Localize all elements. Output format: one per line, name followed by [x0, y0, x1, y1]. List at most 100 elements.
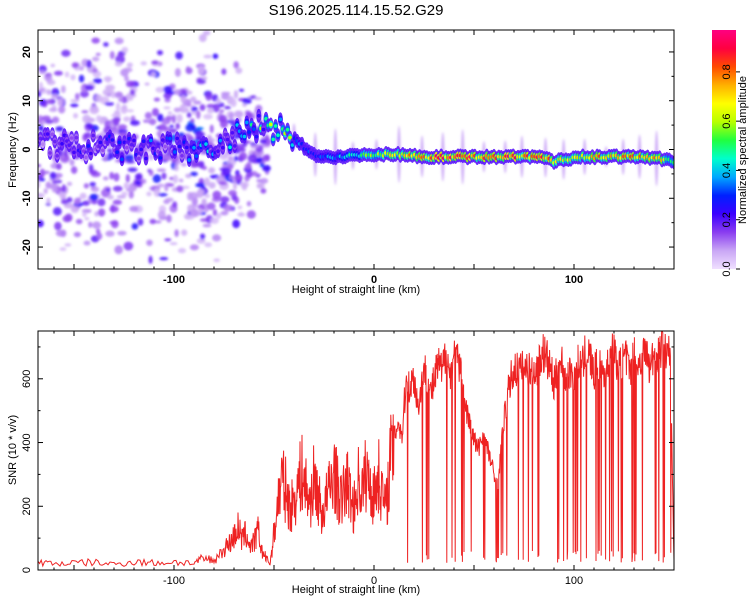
spectrogram-cell [80, 90, 89, 98]
spectrogram-cell [173, 107, 181, 113]
spectrogram-cell [106, 188, 111, 192]
spectrogram-cell [89, 181, 96, 187]
spectrogram-cell [159, 257, 169, 261]
spectrogram-cell [115, 150, 119, 154]
spectrogram-cell [228, 145, 232, 150]
spectrogram-cell [114, 245, 123, 255]
spectrogram-cell [111, 113, 122, 118]
spectrogram-cell [221, 145, 225, 150]
spectrogram-cell [247, 154, 257, 163]
spectrogram-x-axis: -100 0 100 [53, 30, 675, 286]
spectrogram-cell [229, 190, 236, 194]
spectrogram-cell [203, 113, 213, 120]
spectrogram-cell [151, 60, 159, 65]
spectrogram-cell [290, 143, 295, 147]
spectrogram-cell [45, 132, 50, 136]
spectrogram-cell [134, 173, 143, 181]
spectrogram-cell [185, 123, 195, 132]
spectrogram-cell [197, 208, 203, 215]
spectrogram-cell [52, 207, 62, 216]
spectrogram-cell [205, 91, 213, 101]
spectrogram-cell [259, 138, 267, 144]
spectrogram-cell [123, 67, 133, 73]
spectrogram-cell [172, 174, 179, 184]
spectrogram-cell [70, 166, 78, 174]
spectrogram-cell [135, 180, 142, 185]
spectrogram-cell [41, 142, 45, 146]
spectrogram-cell [73, 113, 78, 119]
spectrogram-cell [131, 223, 139, 230]
spectrogram-cell [60, 85, 66, 94]
spectrogram-cell [233, 155, 238, 162]
spectrogram-marks [38, 30, 674, 264]
spectrogram-cell [144, 111, 153, 120]
spectrogram-cell [163, 92, 172, 100]
snr-series-line [38, 331, 674, 568]
spectrogram-cell [148, 255, 153, 264]
spectrogram-cell [74, 135, 79, 140]
spectrogram-cell [174, 161, 180, 166]
colorbar-ramp [712, 30, 736, 269]
spectrogram-cell [157, 113, 164, 122]
spectrogram-cell [204, 177, 210, 187]
spectrogram-cell [212, 209, 218, 217]
spectrogram-cell [149, 138, 153, 143]
spectrogram-cell [123, 241, 134, 251]
spectrogram-cell [203, 54, 213, 59]
spectrogram-cell [64, 213, 73, 222]
x-tick-label: 0 [371, 575, 377, 587]
spectrogram-cell [285, 127, 290, 132]
spectrogram-cell [105, 230, 115, 237]
spectrogram-cell [158, 124, 167, 132]
spectrogram-cell [165, 115, 173, 121]
spectrogram-cell [60, 141, 64, 146]
spectrogram-cell [102, 88, 113, 96]
spectrogram-cell [70, 99, 80, 103]
spectrogram-cell [44, 170, 50, 175]
spectrogram-cell [224, 105, 232, 110]
spectrogram-cell [125, 160, 136, 164]
spectrogram-cell [88, 169, 98, 175]
spectrogram-cell [185, 66, 191, 74]
spectrogram-cell [175, 122, 181, 130]
spectrogram-cell [114, 37, 124, 45]
spectrogram-cell [189, 244, 199, 251]
snr-panel: -100 0 100 0 200 400 600 Height of straight l… [7, 330, 675, 596]
x-tick-label: -100 [163, 575, 185, 587]
spectrogram-cell [63, 202, 74, 209]
spectrogram-y-label: Frequency (Hz) [7, 112, 19, 188]
y-tick-label: 20 [21, 46, 33, 58]
spectrogram-cell [53, 70, 63, 76]
spectrogram-cell [126, 62, 133, 68]
snr-y-axis: 0 200 400 600 [21, 346, 674, 573]
spectrogram-cell [171, 115, 176, 124]
spectrogram-cell [228, 156, 234, 160]
spectrogram-cell [48, 107, 58, 113]
spectrogram-cell [128, 95, 134, 101]
spectrogram-cell [70, 205, 79, 214]
spectrogram-cell [202, 30, 211, 36]
spectrogram-cell [38, 219, 44, 228]
spectrogram-cell [42, 102, 48, 108]
spectrogram-cell [219, 196, 230, 203]
spectrogram-cell [109, 205, 119, 213]
spectrogram-cell [101, 148, 105, 153]
spectrogram-cell [221, 68, 227, 75]
y-tick-label: -10 [21, 190, 33, 206]
spectrogram-cell [155, 86, 165, 93]
spectrogram-cell [120, 157, 124, 162]
spectrogram-cell [178, 248, 187, 254]
spectrogram-cell [38, 124, 44, 132]
spectrogram-cell [195, 126, 204, 131]
spectrogram-cell [253, 97, 262, 101]
spectrogram-cell [164, 183, 169, 192]
spectrogram-cell [39, 70, 46, 75]
spectrogram-cell [43, 188, 48, 194]
spectrogram-cell [246, 171, 253, 179]
spectrogram-cell [116, 91, 123, 96]
spectrogram-cell [238, 88, 245, 92]
spectrogram-cell [230, 98, 237, 108]
y-tick-label: 200 [21, 497, 33, 515]
snr-x-axis: -100 0 100 [53, 331, 675, 587]
spectrogram-cell [221, 91, 231, 95]
